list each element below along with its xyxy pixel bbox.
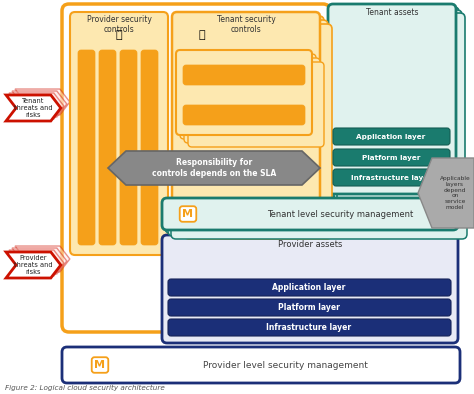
Text: Platform layer: Platform layer (278, 303, 340, 312)
Polygon shape (15, 246, 70, 272)
Text: Provider
threats and
risks: Provider threats and risks (14, 255, 52, 275)
FancyBboxPatch shape (334, 10, 462, 200)
FancyBboxPatch shape (120, 50, 137, 245)
FancyBboxPatch shape (168, 319, 451, 336)
FancyBboxPatch shape (168, 279, 451, 296)
Text: Application layer: Application layer (272, 283, 346, 292)
FancyBboxPatch shape (162, 235, 458, 343)
FancyBboxPatch shape (168, 204, 464, 236)
FancyBboxPatch shape (337, 13, 465, 203)
Polygon shape (6, 95, 61, 121)
Text: Infrastructure layer: Infrastructure layer (266, 323, 352, 332)
FancyBboxPatch shape (62, 347, 460, 383)
Polygon shape (15, 89, 70, 115)
Polygon shape (9, 250, 64, 276)
FancyBboxPatch shape (183, 105, 305, 125)
FancyBboxPatch shape (180, 54, 316, 139)
FancyBboxPatch shape (78, 50, 95, 245)
Text: Tenant security
controls: Tenant security controls (217, 15, 275, 34)
FancyBboxPatch shape (141, 50, 158, 245)
Polygon shape (9, 93, 64, 119)
FancyBboxPatch shape (188, 62, 324, 147)
Text: M: M (94, 360, 106, 370)
Text: Provider level security management: Provider level security management (202, 361, 367, 370)
FancyBboxPatch shape (176, 16, 324, 231)
Text: Platform layer: Platform layer (362, 154, 420, 160)
Text: Provider security
controls: Provider security controls (87, 15, 151, 34)
Polygon shape (12, 91, 67, 117)
Text: 🔒: 🔒 (116, 30, 122, 40)
Text: Figure 2: Logical cloud security architecture: Figure 2: Logical cloud security archite… (5, 385, 165, 391)
Polygon shape (418, 158, 474, 228)
FancyBboxPatch shape (171, 207, 467, 239)
FancyBboxPatch shape (165, 201, 461, 233)
FancyBboxPatch shape (180, 20, 328, 235)
Text: Infrastructure layer: Infrastructure layer (351, 175, 431, 180)
FancyBboxPatch shape (183, 65, 305, 85)
Text: Tenant
threats and
risks: Tenant threats and risks (14, 98, 52, 118)
Text: Tenant assets: Tenant assets (366, 8, 418, 17)
FancyBboxPatch shape (184, 24, 332, 239)
FancyBboxPatch shape (70, 12, 168, 255)
Polygon shape (6, 252, 61, 278)
Text: Responsibility for
controls depends on the SLA: Responsibility for controls depends on t… (152, 158, 276, 178)
FancyBboxPatch shape (331, 7, 459, 197)
FancyBboxPatch shape (172, 12, 320, 227)
FancyBboxPatch shape (184, 58, 320, 143)
FancyBboxPatch shape (168, 299, 451, 316)
Polygon shape (12, 248, 67, 274)
FancyBboxPatch shape (333, 128, 450, 145)
Polygon shape (108, 151, 320, 185)
Text: 🔒: 🔒 (199, 30, 205, 40)
FancyBboxPatch shape (99, 50, 116, 245)
Text: Tenant level security management: Tenant level security management (267, 210, 413, 219)
FancyBboxPatch shape (176, 50, 312, 135)
FancyBboxPatch shape (333, 169, 450, 186)
Text: Applicable
layers
depend
on
service
model: Applicable layers depend on service mode… (439, 176, 470, 210)
FancyBboxPatch shape (162, 198, 458, 230)
Text: Provider assets: Provider assets (278, 240, 342, 249)
Text: M: M (182, 209, 193, 219)
FancyBboxPatch shape (333, 149, 450, 166)
FancyBboxPatch shape (328, 4, 456, 194)
Text: Application layer: Application layer (356, 134, 426, 139)
